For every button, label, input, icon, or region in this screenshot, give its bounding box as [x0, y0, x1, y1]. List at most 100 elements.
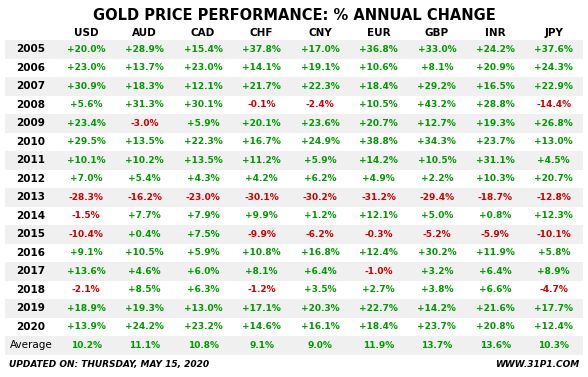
Text: +16.5%: +16.5%: [476, 82, 514, 91]
Text: 11.9%: 11.9%: [363, 341, 394, 350]
Bar: [5, 299, 583, 317]
Bar: [5, 77, 583, 95]
Text: +13.0%: +13.0%: [184, 304, 222, 313]
Text: +28.9%: +28.9%: [125, 45, 164, 54]
Text: +2.2%: +2.2%: [420, 174, 453, 183]
Text: 2016: 2016: [16, 248, 45, 258]
Text: 13.6%: 13.6%: [480, 341, 511, 350]
Text: 9.1%: 9.1%: [249, 341, 274, 350]
Text: +22.3%: +22.3%: [300, 82, 339, 91]
Text: +20.7%: +20.7%: [534, 174, 573, 183]
Text: -14.4%: -14.4%: [536, 100, 572, 109]
Text: +28.8%: +28.8%: [476, 100, 514, 109]
Text: +8.1%: +8.1%: [245, 267, 278, 276]
Text: +4.2%: +4.2%: [245, 174, 278, 183]
Bar: [5, 336, 583, 354]
Text: +12.1%: +12.1%: [359, 211, 398, 220]
Text: -30.2%: -30.2%: [303, 193, 338, 202]
Text: EUR: EUR: [367, 29, 390, 38]
Bar: [5, 262, 583, 280]
Text: +6.3%: +6.3%: [187, 285, 219, 294]
Text: -1.0%: -1.0%: [364, 267, 393, 276]
Text: 2009: 2009: [16, 118, 45, 128]
Text: GOLD PRICE PERFORMANCE: % ANNUAL CHANGE: GOLD PRICE PERFORMANCE: % ANNUAL CHANGE: [93, 8, 495, 23]
Text: +4.5%: +4.5%: [537, 156, 570, 165]
Text: +3.2%: +3.2%: [420, 267, 453, 276]
Text: +36.8%: +36.8%: [359, 45, 398, 54]
Text: +5.9%: +5.9%: [187, 119, 219, 128]
Text: +23.6%: +23.6%: [300, 119, 339, 128]
Text: +23.0%: +23.0%: [184, 63, 222, 72]
Text: +8.1%: +8.1%: [420, 63, 453, 72]
Text: 2012: 2012: [16, 174, 45, 184]
Bar: [5, 244, 583, 262]
Text: +14.2%: +14.2%: [417, 304, 456, 313]
Text: 2019: 2019: [16, 303, 45, 313]
Text: +30.1%: +30.1%: [184, 100, 222, 109]
Text: +9.1%: +9.1%: [70, 248, 102, 257]
Text: +5.9%: +5.9%: [187, 248, 219, 257]
Text: +29.5%: +29.5%: [67, 137, 106, 146]
Text: +4.6%: +4.6%: [128, 267, 161, 276]
Text: +6.6%: +6.6%: [479, 285, 512, 294]
Text: -2.4%: -2.4%: [306, 100, 335, 109]
Text: +6.0%: +6.0%: [187, 267, 219, 276]
Text: +4.3%: +4.3%: [187, 174, 219, 183]
Text: +38.8%: +38.8%: [359, 137, 398, 146]
Text: -10.1%: -10.1%: [536, 230, 571, 239]
Text: +16.1%: +16.1%: [300, 322, 339, 331]
Text: +13.5%: +13.5%: [183, 156, 222, 165]
Text: +8.9%: +8.9%: [537, 267, 570, 276]
Text: 10.3%: 10.3%: [538, 341, 569, 350]
Text: WWW.31P1.COM: WWW.31P1.COM: [495, 360, 579, 369]
Text: +1.2%: +1.2%: [304, 211, 336, 220]
Text: +34.3%: +34.3%: [417, 137, 456, 146]
Text: +7.9%: +7.9%: [187, 211, 219, 220]
Text: +16.7%: +16.7%: [242, 137, 281, 146]
Text: -16.2%: -16.2%: [127, 193, 162, 202]
Text: 2011: 2011: [16, 155, 45, 165]
Text: +18.4%: +18.4%: [359, 322, 398, 331]
Text: +26.8%: +26.8%: [534, 119, 573, 128]
Text: +23.0%: +23.0%: [67, 63, 105, 72]
Text: +30.2%: +30.2%: [417, 248, 456, 257]
Text: -6.2%: -6.2%: [306, 230, 335, 239]
Text: +20.9%: +20.9%: [476, 63, 514, 72]
Text: -1.2%: -1.2%: [247, 285, 276, 294]
Text: 2010: 2010: [16, 137, 45, 147]
Text: -1.5%: -1.5%: [72, 211, 101, 220]
Text: 2017: 2017: [16, 266, 45, 276]
Text: +0.8%: +0.8%: [479, 211, 512, 220]
Text: INR: INR: [485, 29, 506, 38]
Text: +8.5%: +8.5%: [128, 285, 161, 294]
Text: +12.4%: +12.4%: [534, 322, 573, 331]
Text: +20.7%: +20.7%: [359, 119, 398, 128]
Text: +24.3%: +24.3%: [534, 63, 573, 72]
Text: +17.0%: +17.0%: [300, 45, 339, 54]
Text: +19.3%: +19.3%: [476, 119, 514, 128]
Text: 2020: 2020: [16, 322, 45, 332]
Text: +19.1%: +19.1%: [300, 63, 339, 72]
Text: 2008: 2008: [16, 100, 45, 110]
Text: 13.7%: 13.7%: [421, 341, 453, 350]
Text: CNY: CNY: [308, 29, 332, 38]
Text: +23.4%: +23.4%: [67, 119, 106, 128]
Text: +31.1%: +31.1%: [476, 156, 514, 165]
Text: -4.7%: -4.7%: [539, 285, 568, 294]
Text: -2.1%: -2.1%: [72, 285, 101, 294]
Text: +7.5%: +7.5%: [187, 230, 219, 239]
Text: +24.9%: +24.9%: [300, 137, 339, 146]
Text: +5.6%: +5.6%: [70, 100, 102, 109]
Text: +10.6%: +10.6%: [359, 63, 397, 72]
Text: -5.2%: -5.2%: [423, 230, 451, 239]
Text: +31.3%: +31.3%: [125, 100, 164, 109]
Text: +6.2%: +6.2%: [304, 174, 336, 183]
Text: UPDATED ON: THURSDAY, MAY 15, 2020: UPDATED ON: THURSDAY, MAY 15, 2020: [9, 360, 209, 369]
Bar: [5, 95, 583, 114]
Text: JPY: JPY: [544, 29, 563, 38]
Bar: [5, 207, 583, 225]
Text: +3.8%: +3.8%: [420, 285, 453, 294]
Text: +12.3%: +12.3%: [534, 211, 573, 220]
Text: +0.4%: +0.4%: [128, 230, 161, 239]
Text: +23.2%: +23.2%: [183, 322, 222, 331]
